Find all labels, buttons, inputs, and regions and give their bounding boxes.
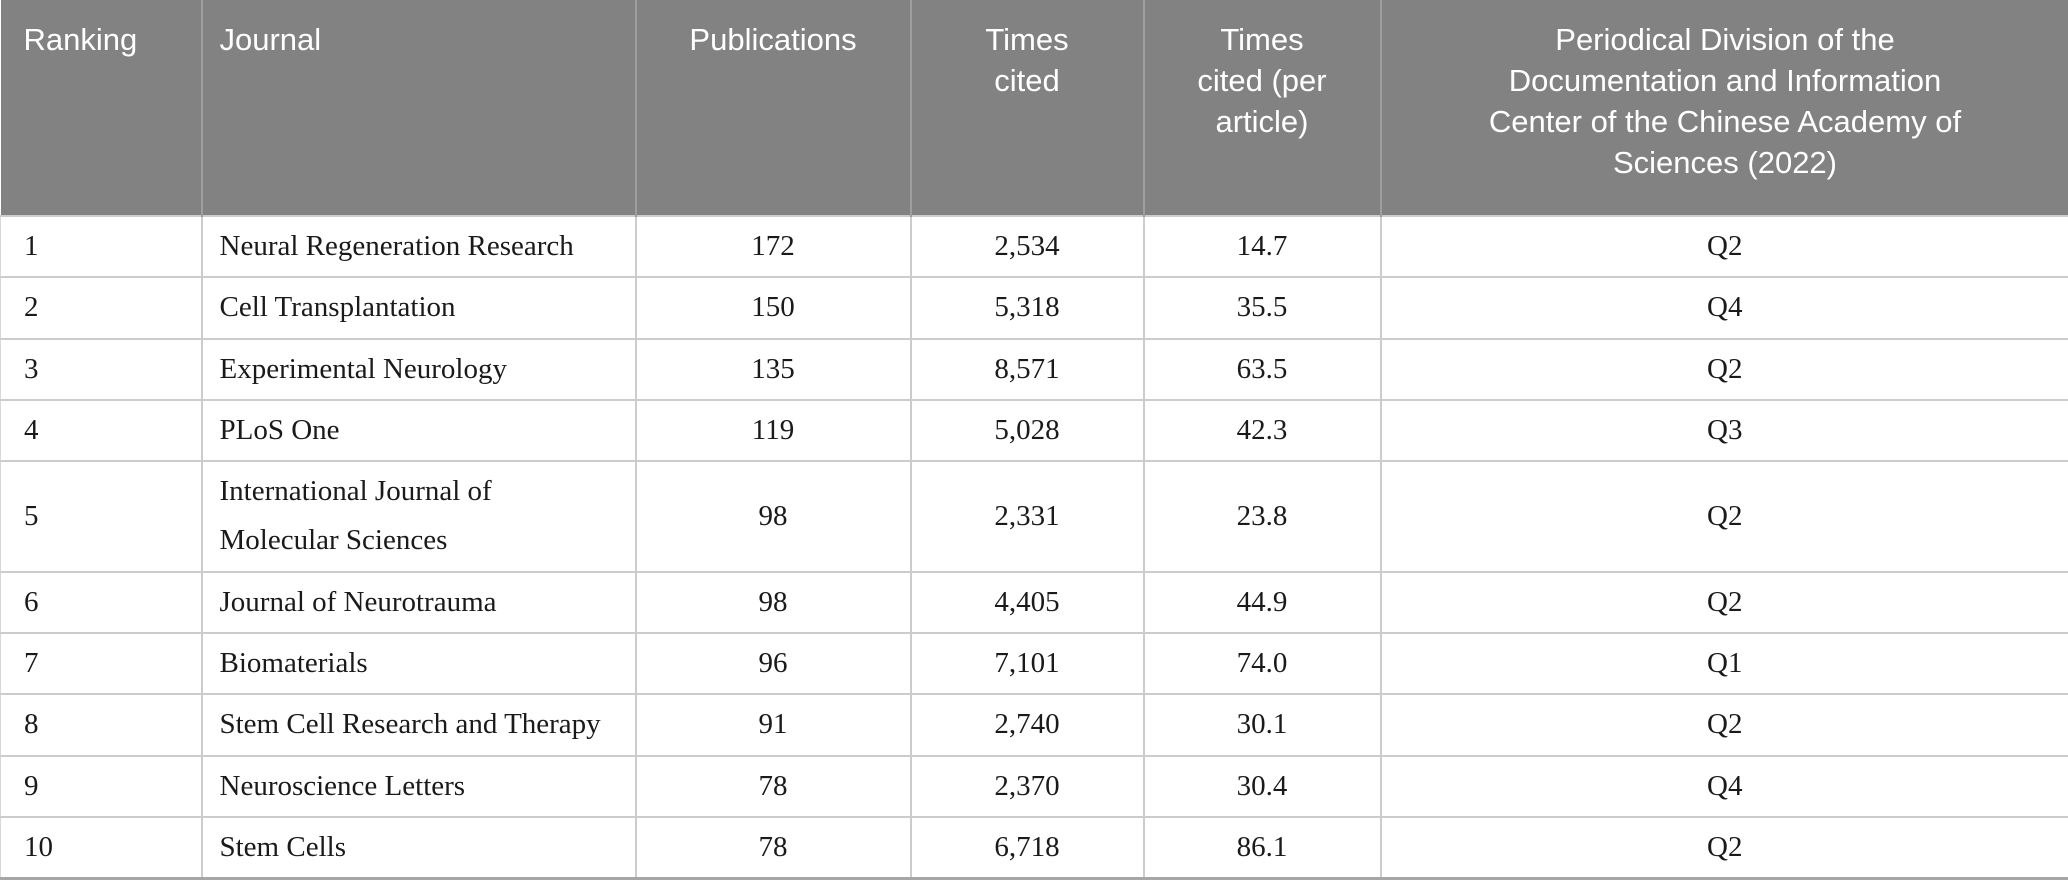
times-cited-cell: 8,571: [909, 337, 1145, 401]
rank-cell: 5: [0, 460, 203, 573]
column-header-ranking: Ranking: [0, 0, 202, 216]
times-cited-per-article-cell: 35.5: [1142, 276, 1382, 340]
column-header-publications: Publications: [634, 0, 911, 216]
column-header-periodical-division: Periodical Division of the Documentation…: [1379, 0, 2068, 216]
periodical-division-cell: Q3: [1379, 398, 2068, 463]
rank-cell: 6: [0, 570, 203, 635]
periodical-division-cell: Q2: [1379, 570, 2068, 635]
table-row: 1 Neural Regeneration Research 172 2,534 14.…: [0, 214, 2068, 279]
table-row: 7 Biomaterials 96 7,101 74.0 Q1: [0, 632, 2068, 696]
journal-cell: Neural Regeneration Research: [200, 214, 637, 279]
journal-cell: Neuroscience Letters: [200, 754, 637, 818]
publications-cell: 119: [634, 398, 912, 463]
journal-cell: Biomaterials: [200, 632, 637, 696]
header-row: Ranking Journal Publications Times cited…: [0, 0, 2068, 216]
rank-cell: 3: [0, 337, 203, 401]
times-cited-cell: 2,740: [909, 693, 1145, 757]
table-row: 6 Journal of Neurotrauma 98 4,405 44.9 Q2: [0, 570, 2068, 635]
journal-cell: Stem Cells: [200, 815, 637, 880]
table-row: 3 Experimental Neurology 135 8,571 63.5 Q2: [0, 337, 2068, 401]
journal-cell: International Journal of Molecular Scien…: [200, 460, 637, 573]
publications-cell: 98: [634, 570, 912, 635]
table-body: 1 Neural Regeneration Research 172 2,534 14.…: [0, 214, 2068, 880]
rank-cell: 4: [0, 398, 203, 463]
journal-cell: Journal of Neurotrauma: [200, 570, 637, 635]
times-cited-per-article-cell: 42.3: [1142, 398, 1382, 463]
periodical-division-cell: Q2: [1379, 815, 2068, 880]
publications-cell: 135: [634, 337, 912, 401]
rank-cell: 9: [0, 754, 203, 818]
times-cited-per-article-cell: 23.8: [1142, 460, 1382, 573]
table-row: 2 Cell Transplantation 150 5,318 35.5 Q4: [0, 276, 2068, 340]
publications-cell: 78: [634, 815, 912, 880]
journal-cell: PLoS One: [200, 398, 637, 463]
publications-cell: 78: [634, 754, 912, 818]
table-header: Ranking Journal Publications Times cited…: [0, 0, 2068, 216]
publications-cell: 98: [634, 460, 912, 573]
rank-cell: 1: [0, 214, 203, 279]
column-header-times-cited-per-article: Times cited (per article): [1142, 0, 1381, 216]
rank-cell: 2: [0, 276, 203, 340]
periodical-division-cell: Q2: [1379, 460, 2068, 573]
times-cited-cell: 6,718: [909, 815, 1145, 880]
table-row: 8 Stem Cell Research and Therapy 91 2,740 30…: [0, 693, 2068, 757]
times-cited-per-article-cell: 30.1: [1142, 693, 1382, 757]
table-row: 4 PLoS One 119 5,028 42.3 Q3: [0, 398, 2068, 463]
periodical-division-cell: Q4: [1379, 754, 2068, 818]
rank-cell: 10: [0, 815, 203, 880]
column-header-journal: Journal: [200, 0, 636, 216]
journal-cell: Stem Cell Research and Therapy: [200, 693, 637, 757]
times-cited-cell: 2,534: [909, 214, 1145, 279]
times-cited-cell: 5,318: [909, 276, 1145, 340]
rank-cell: 8: [0, 693, 203, 757]
times-cited-per-article-cell: 74.0: [1142, 632, 1382, 696]
table-row: 9 Neuroscience Letters 78 2,370 30.4 Q4: [0, 754, 2068, 818]
publications-cell: 96: [634, 632, 912, 696]
publications-cell: 150: [634, 276, 912, 340]
times-cited-cell: 5,028: [909, 398, 1145, 463]
times-cited-per-article-cell: 86.1: [1142, 815, 1382, 880]
rank-cell: 7: [0, 632, 203, 696]
periodical-division-cell: Q2: [1379, 337, 2068, 401]
table-row: 5 International Journal of Molecular Scie…: [0, 460, 2068, 573]
publications-cell: 172: [634, 214, 912, 279]
periodical-division-cell: Q2: [1379, 214, 2068, 279]
times-cited-per-article-cell: 63.5: [1142, 337, 1382, 401]
times-cited-per-article-cell: 44.9: [1142, 570, 1382, 635]
times-cited-cell: 2,370: [909, 754, 1145, 818]
times-cited-per-article-cell: 30.4: [1142, 754, 1382, 818]
times-cited-per-article-cell: 14.7: [1142, 214, 1382, 279]
publications-cell: 91: [634, 693, 912, 757]
column-header-times-cited: Times cited: [909, 0, 1144, 216]
periodical-division-cell: Q2: [1379, 693, 2068, 757]
journal-cell: Experimental Neurology: [200, 337, 637, 401]
table-row: 10 Stem Cells 78 6,718 86.1 Q2: [0, 815, 2068, 880]
periodical-division-cell: Q4: [1379, 276, 2068, 340]
journal-cell: Cell Transplantation: [200, 276, 637, 340]
times-cited-cell: 7,101: [909, 632, 1145, 696]
periodical-division-cell: Q1: [1379, 632, 2068, 696]
times-cited-cell: 4,405: [909, 570, 1145, 635]
times-cited-cell: 2,331: [909, 460, 1145, 573]
